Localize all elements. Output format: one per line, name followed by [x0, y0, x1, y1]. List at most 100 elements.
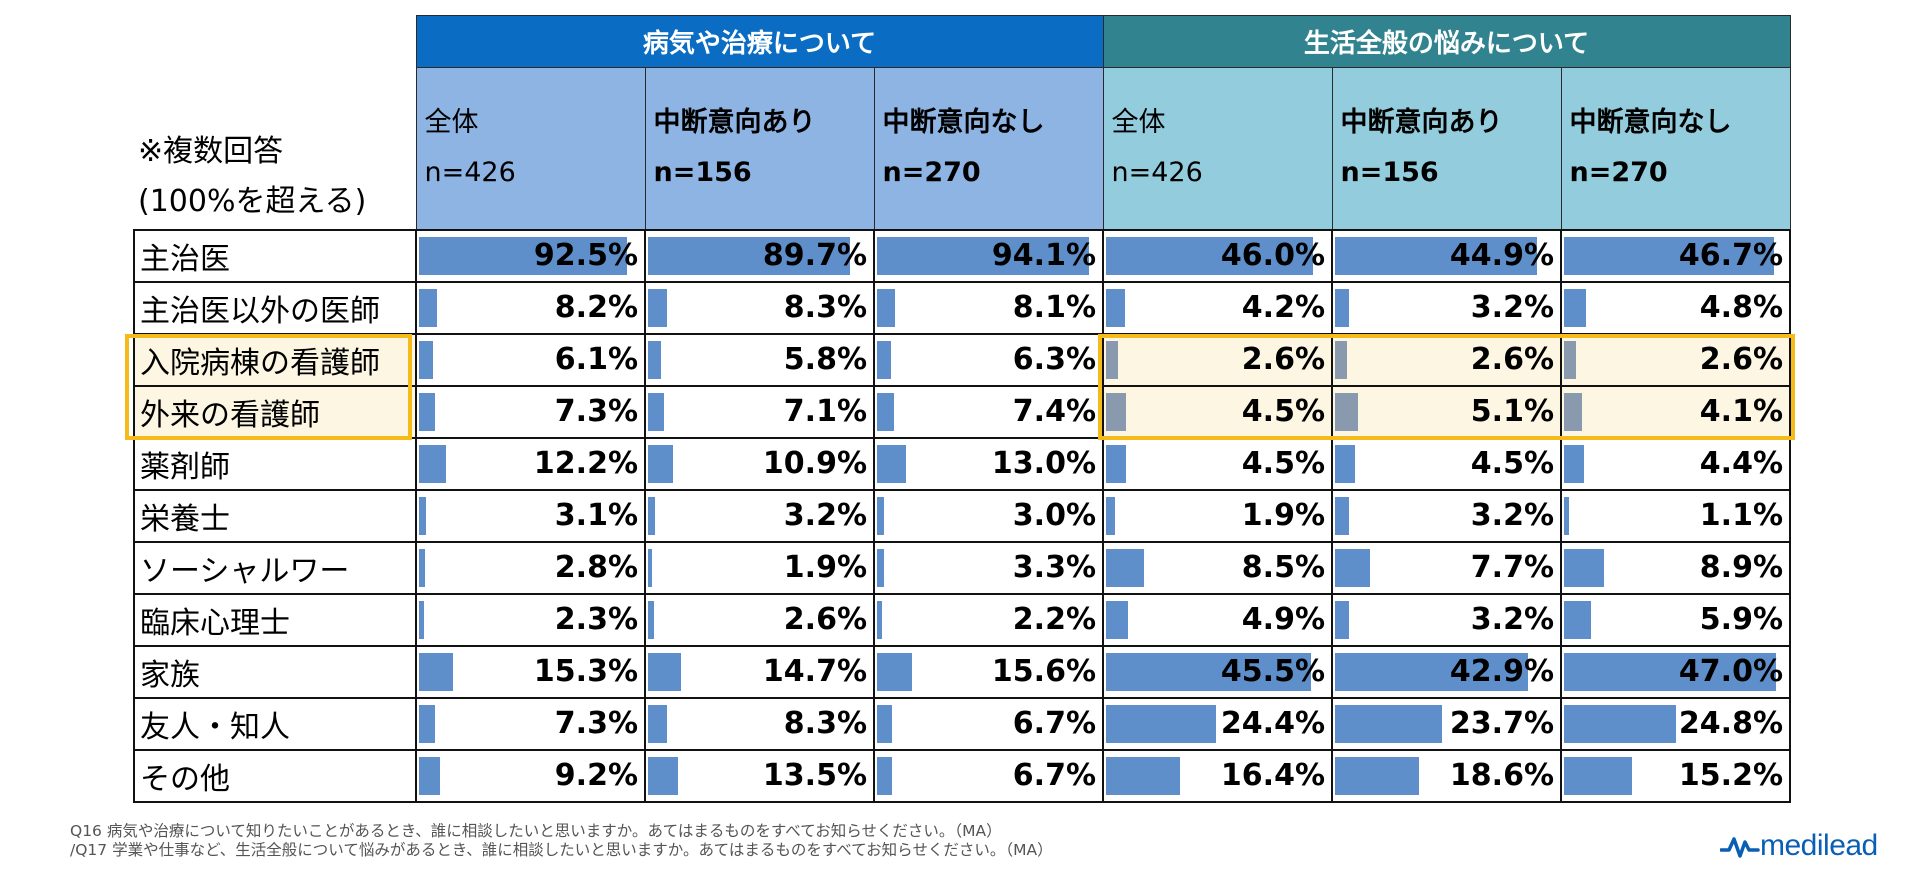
value-label: 2.8%: [554, 550, 638, 585]
col-n: n=270: [882, 157, 981, 189]
value-bar: [1564, 392, 1583, 431]
value-bar: [1335, 392, 1358, 431]
value-label: 5.8%: [783, 342, 867, 377]
value-bar: [877, 704, 893, 743]
value-label: 8.2%: [554, 290, 638, 325]
value-label: 3.2%: [1470, 290, 1554, 325]
value-bar: [1106, 548, 1145, 587]
table-row: 主治医以外の医師 8.2% 8.3% 8.1% 4.2% 3.2% 4.8%: [133, 280, 1791, 335]
value-label: 4.4%: [1699, 446, 1783, 481]
value-label: 10.9%: [762, 446, 867, 481]
value-label: 2.3%: [554, 602, 638, 637]
value-cell: 8.3%: [644, 280, 875, 335]
col-header-2: 中断意向あり n=156: [644, 67, 875, 230]
value-label: 3.2%: [1470, 602, 1554, 637]
value-cell: 18.6%: [1331, 748, 1562, 803]
value-bar: [1564, 236, 1775, 275]
value-cell: 3.2%: [1331, 280, 1562, 335]
value-cell: 5.8%: [644, 332, 875, 387]
group-header-life: 生活全般の悩みについて: [1102, 15, 1791, 68]
value-label: 2.6%: [1699, 342, 1783, 377]
value-label: 89.7%: [762, 238, 867, 273]
col-n: n=426: [424, 157, 516, 189]
value-cell: 94.1%: [873, 228, 1104, 283]
note-line2: (100%を超える): [138, 183, 367, 219]
value-bar: [877, 392, 894, 431]
value-cell: 5.9%: [1560, 592, 1791, 647]
value-label: 45.5%: [1220, 654, 1325, 689]
col-label: 中断意向あり: [1340, 107, 1503, 139]
value-label: 3.1%: [554, 498, 638, 533]
value-cell: 15.3%: [415, 644, 646, 699]
logo-text: medilead: [1760, 829, 1878, 862]
row-label: 外来の看護師: [133, 384, 417, 439]
value-cell: 3.1%: [415, 488, 646, 543]
col-n: n=156: [1340, 157, 1439, 189]
row-label: その他: [133, 748, 417, 803]
value-cell: 7.7%: [1331, 540, 1562, 595]
value-label: 3.2%: [1470, 498, 1554, 533]
table-body: 主治医 92.5% 89.7% 94.1% 46.0% 44.9% 46.7% 主治医以外の医…: [133, 228, 1791, 803]
col-label: 中断意向なし: [1569, 107, 1732, 139]
value-label: 3.0%: [1012, 498, 1096, 533]
value-bar: [1564, 288, 1586, 327]
col-n: n=156: [653, 157, 752, 189]
col-header-4: 全体 n=426: [1102, 67, 1333, 230]
value-bar: [648, 652, 682, 691]
value-label: 3.3%: [1012, 550, 1096, 585]
value-cell: 8.9%: [1560, 540, 1791, 595]
value-bar: [877, 600, 882, 639]
value-bar: [419, 652, 454, 691]
value-label: 44.9%: [1449, 238, 1554, 273]
col-n: n=270: [1569, 157, 1668, 189]
group-header-illness: 病気や治療について: [415, 15, 1104, 68]
value-label: 16.4%: [1220, 758, 1325, 793]
value-bar: [1106, 392, 1127, 431]
value-label: 13.5%: [762, 758, 867, 793]
value-label: 7.3%: [554, 394, 638, 429]
value-bar: [877, 340, 892, 379]
value-label: 24.8%: [1678, 706, 1783, 741]
value-cell: 7.3%: [415, 384, 646, 439]
col-label: 中断意向あり: [653, 107, 816, 139]
value-label: 13.0%: [991, 446, 1096, 481]
col-header-1: 全体 n=426: [415, 67, 646, 230]
value-bar: [1564, 548, 1605, 587]
value-label: 4.5%: [1241, 446, 1325, 481]
value-label: 6.7%: [1012, 706, 1096, 741]
value-cell: 2.6%: [1102, 332, 1333, 387]
value-cell: 3.0%: [873, 488, 1104, 543]
value-cell: 4.5%: [1102, 384, 1333, 439]
footnote-line1: Q16 病気や治療について知りたいことがあるとき、誰に相談したいと思いますか。あ…: [70, 822, 1002, 840]
value-label: 14.7%: [762, 654, 867, 689]
multiple-answer-note: ※複数回答 (100%を超える): [134, 68, 416, 230]
value-cell: 4.5%: [1102, 436, 1333, 491]
medilead-logo: medilead: [1720, 826, 1878, 866]
value-bar: [419, 392, 436, 431]
row-label: ソーシャルワー: [133, 540, 417, 595]
value-label: 6.1%: [554, 342, 638, 377]
value-bar: [1106, 600, 1129, 639]
col-label: 全体: [1111, 107, 1166, 139]
value-bar: [1564, 652, 1776, 691]
value-cell: 8.1%: [873, 280, 1104, 335]
value-label: 5.1%: [1470, 394, 1554, 429]
value-cell: 1.1%: [1560, 488, 1791, 543]
footnote: Q16 病気や治療について知りたいことがあるとき、誰に相談したいと思いますか。あ…: [70, 822, 1053, 860]
value-cell: 2.2%: [873, 592, 1104, 647]
value-cell: 2.6%: [644, 592, 875, 647]
value-bar: [1335, 288, 1350, 327]
value-bar: [1106, 496, 1115, 535]
value-label: 5.9%: [1699, 602, 1783, 637]
value-label: 8.5%: [1241, 550, 1325, 585]
value-bar: [648, 392, 664, 431]
value-label: 4.5%: [1470, 446, 1554, 481]
row-label: 主治医: [133, 228, 417, 283]
value-bar: [648, 600, 654, 639]
value-label: 3.2%: [783, 498, 867, 533]
col-n: n=426: [1111, 157, 1203, 189]
value-bar: [877, 652, 913, 691]
value-bar: [419, 756, 440, 795]
footnote-line2: /Q17 学業や仕事など、生活全般について悩みがあるとき、誰に相談したいと思いま…: [70, 841, 1053, 859]
value-label: 8.9%: [1699, 550, 1783, 585]
